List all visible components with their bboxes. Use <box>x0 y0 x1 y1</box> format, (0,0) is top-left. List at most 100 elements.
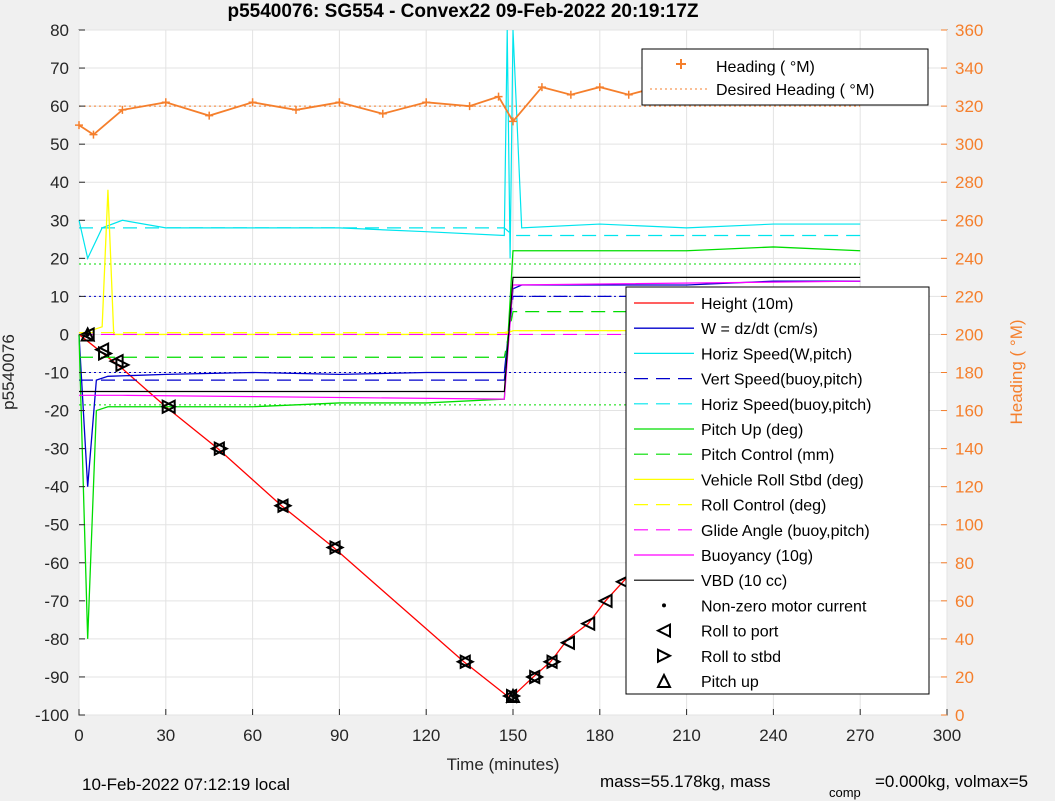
y2-tick-label: 0 <box>955 706 964 725</box>
heading-point <box>205 111 214 120</box>
y-tick-label: 30 <box>50 211 69 230</box>
motor-current-dot <box>511 693 515 698</box>
x-tick-label: 30 <box>156 726 175 745</box>
y2-tick-label: 20 <box>955 668 974 687</box>
footer-mass: mass=55.178kg, mass <box>600 772 771 791</box>
footer-volmax: =0.000kg, volmax=5 <box>875 772 1028 791</box>
y2-tick-label: 260 <box>955 211 983 230</box>
x-tick-label: 240 <box>759 726 787 745</box>
x-axis-label: Time (minutes) <box>447 755 560 774</box>
legend-label-6: Pitch Control (mm) <box>701 447 834 464</box>
heading-point <box>335 98 344 107</box>
y-tick-label: -90 <box>44 668 69 687</box>
roll-to-port-marker <box>579 616 596 632</box>
series-line-2 <box>78 29 861 261</box>
y2-tick-label: 280 <box>955 173 983 192</box>
y-tick-label: 70 <box>50 59 69 78</box>
y-tick-label: 40 <box>50 173 69 192</box>
heading-point <box>422 98 431 107</box>
y-tick-label: -70 <box>44 592 69 611</box>
heading-point <box>378 109 387 118</box>
legend-label-3: Vert Speed(buoy,pitch) <box>701 372 863 389</box>
y-tick-label: -80 <box>44 630 69 649</box>
roll-to-stbd-marker <box>115 357 131 373</box>
heading-legend-sample <box>676 59 686 69</box>
y2-tick-label: 240 <box>955 249 983 268</box>
roll-to-stbd-marker <box>329 539 345 556</box>
series-line-10 <box>79 280 861 400</box>
chart-title: p5540076: SG554 - Convex22 09-Feb-2022 2… <box>227 1 698 22</box>
heading-legend-label: Heading ( °M) <box>716 59 815 76</box>
heading-point <box>118 105 127 114</box>
roll-to-port-marker <box>325 539 341 556</box>
y2-tick-label: 140 <box>955 440 983 459</box>
roll-to-port-marker <box>93 342 110 358</box>
y-tick-label: -50 <box>44 516 69 535</box>
x-tick-label: 60 <box>243 726 262 745</box>
y2-tick-label: 340 <box>955 59 983 78</box>
heading-point <box>75 121 83 130</box>
heading-point <box>494 92 503 101</box>
legend-label-4: Horiz Speed(buoy,pitch) <box>701 397 871 414</box>
roll-to-stbd-marker <box>98 345 114 362</box>
y2-tick-label: 100 <box>955 516 983 535</box>
y-tick-label: 10 <box>50 287 69 306</box>
x-tick-label: 300 <box>933 726 961 745</box>
y-tick-label: 60 <box>50 97 69 116</box>
legend-label-13: Roll to port <box>701 624 779 641</box>
y2-tick-label: 360 <box>955 21 983 40</box>
roll-to-stbd-marker <box>459 654 475 670</box>
y2-tick-label: 40 <box>955 630 974 649</box>
y2-tick-label: 160 <box>955 402 983 421</box>
series-line-11 <box>79 276 861 393</box>
desired-heading-legend-label: Desired Heading ( °M) <box>716 82 874 99</box>
legend-label-10: Buoyancy (10g) <box>701 548 813 565</box>
x-tick-label: 210 <box>672 726 700 745</box>
series-line-1 <box>78 280 861 487</box>
heading-point <box>509 117 517 126</box>
x-tick-label: 90 <box>330 726 349 745</box>
legend-label-7: Vehicle Roll Stbd (deg) <box>701 472 864 489</box>
y2-tick-label: 180 <box>955 364 983 383</box>
roll-to-port-marker <box>79 326 95 343</box>
legend-label-0: Height (10m) <box>701 296 793 313</box>
legend-label-1: W = dz/dt (cm/s) <box>701 321 818 338</box>
roll-to-port-marker <box>455 654 471 670</box>
y2-tick-label: 320 <box>955 97 983 116</box>
y-tick-label: -30 <box>44 440 69 459</box>
heading-point <box>161 98 170 107</box>
legend-sample-13 <box>655 622 671 639</box>
y-axis-label: p5540076 <box>0 334 18 410</box>
heading-point <box>537 83 546 92</box>
legend-sample-15 <box>656 672 672 688</box>
heading-legend: Heading ( °M) Desired Heading ( °M) <box>641 48 929 106</box>
heading-point <box>566 90 575 99</box>
x-tick-label: 0 <box>74 726 83 745</box>
roll-to-stbd-marker <box>529 669 545 685</box>
legend-label-8: Roll Control (deg) <box>701 498 826 515</box>
heading-point <box>89 130 98 139</box>
footer-mass-sub: comp <box>829 785 861 800</box>
series-line-4 <box>79 227 861 237</box>
legend-label-9: Glide Angle (buoy,pitch) <box>701 523 870 540</box>
heading-point <box>595 83 604 92</box>
x-tick-label: 120 <box>412 726 440 745</box>
legend-label-2: Horiz Speed(W,pitch) <box>701 346 852 363</box>
y-tick-label: -60 <box>44 554 69 573</box>
y-tick-label: -40 <box>44 478 69 497</box>
roll-to-stbd-marker <box>277 498 293 514</box>
heading-point <box>292 105 300 114</box>
legend-label-15: Pitch up <box>701 674 759 691</box>
x-tick-label: 180 <box>586 726 614 745</box>
roll-to-stbd-marker <box>506 688 522 704</box>
x-tick-label: 270 <box>846 726 874 745</box>
y-tick-label: -10 <box>44 364 69 383</box>
roll-to-port-marker <box>559 635 575 651</box>
heading-point <box>624 90 633 99</box>
footer-local-time: 10-Feb-2022 07:12:19 local <box>82 775 290 794</box>
roll-to-stbd-marker <box>161 399 177 415</box>
series-line-5 <box>78 246 861 639</box>
y-tick-label: 50 <box>50 135 69 154</box>
roll-to-port-marker <box>597 593 613 609</box>
